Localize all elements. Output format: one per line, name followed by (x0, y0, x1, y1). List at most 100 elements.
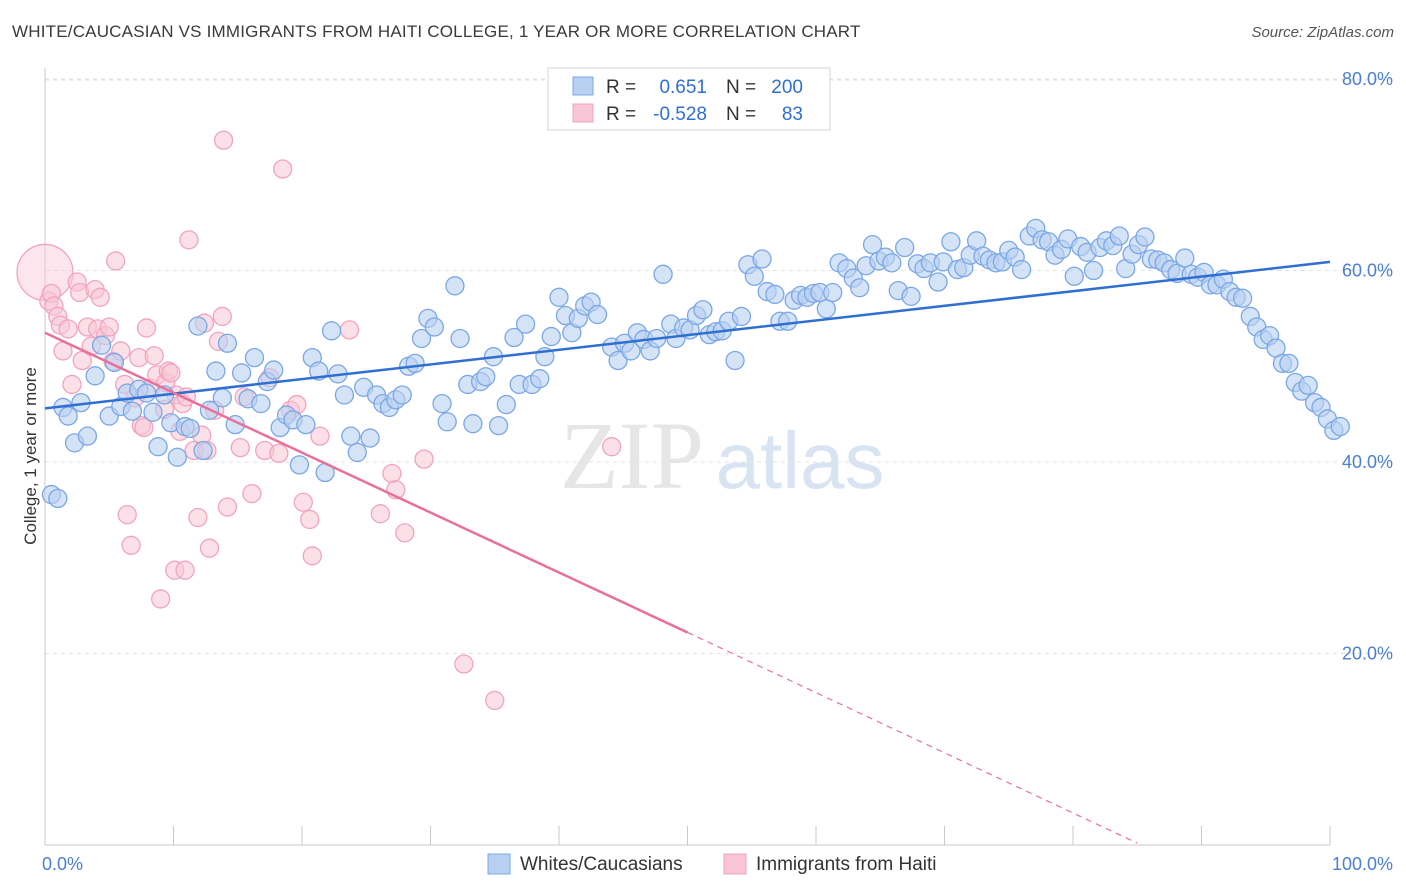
bottom-legend-swatch-whites (487, 853, 511, 875)
whites-point (1279, 353, 1299, 374)
haiti-point (161, 363, 181, 383)
whites-point (1298, 375, 1318, 396)
haiti-trend-line (44, 331, 689, 634)
haiti-point (310, 426, 330, 446)
whites-point (744, 266, 764, 286)
series-legend: Whites/Caucasians Immigrants from Haiti (487, 853, 937, 875)
haiti-point (414, 449, 434, 469)
whites-point (476, 367, 496, 387)
whites-point (48, 488, 68, 509)
series-whites-points (41, 218, 1350, 509)
haiti-point (242, 483, 262, 504)
whites-point (731, 306, 752, 327)
legend-n-value-2: 83 (782, 104, 803, 125)
y-axis-label: College, 1 year or more (21, 367, 40, 545)
legend-r-label-2: R = (606, 104, 636, 125)
whites-point (587, 304, 608, 325)
correlation-legend: R = 0.651 N = 200 R = -0.528 N = 83 (547, 67, 831, 131)
whites-point (296, 415, 316, 435)
whites-point (188, 316, 208, 336)
whites-point (549, 287, 569, 307)
haiti-point (136, 318, 157, 338)
whites-point (693, 300, 713, 320)
trend-lines (44, 260, 1331, 844)
whites-point (231, 363, 252, 383)
haiti-point (302, 546, 322, 566)
haiti-trend-extension (687, 631, 1138, 844)
bottom-legend-swatch-haiti (723, 853, 747, 875)
haiti-point (99, 317, 119, 337)
whites-point (1109, 226, 1129, 246)
haiti-point (273, 159, 293, 179)
whites-point (289, 455, 310, 475)
whites-point (1330, 416, 1350, 437)
bottom-legend-whites: Whites/Caucasians (520, 854, 683, 875)
haiti-point (269, 443, 289, 464)
whites-point (85, 366, 105, 386)
whites-point (541, 326, 561, 347)
whites-point (752, 249, 772, 269)
legend-swatch-whites (572, 76, 594, 96)
haiti-point (175, 560, 195, 580)
haiti-point (179, 230, 199, 250)
whites-point (653, 264, 673, 284)
whites-point (530, 369, 550, 389)
haiti-point (230, 437, 250, 458)
whites-point (850, 278, 870, 298)
haiti-point (293, 492, 313, 512)
whites-point (1175, 248, 1195, 268)
haiti-point (602, 437, 622, 457)
whites-point (148, 437, 168, 457)
whites-point (901, 286, 921, 307)
haiti-point (212, 306, 232, 327)
whites-point (167, 447, 188, 467)
whites-point (437, 412, 457, 432)
haiti-point (339, 320, 360, 340)
y-tick-label: 60.0% (1342, 261, 1393, 281)
whites-point (1232, 288, 1253, 308)
whites-point (424, 317, 445, 337)
whites-point (136, 383, 157, 403)
x-tick-label: 100.0% (1332, 854, 1393, 874)
whites-point (496, 394, 516, 415)
whites-point (765, 284, 785, 305)
whites-point (341, 426, 361, 446)
haiti-point (117, 505, 137, 525)
y-tick-label: 20.0% (1342, 644, 1393, 664)
whites-point (463, 414, 483, 434)
legend-r-value-1: 0.651 (659, 77, 707, 98)
whites-point (264, 360, 284, 380)
whites-point (928, 272, 948, 292)
whites-trend-line (44, 260, 1331, 410)
whites-point (77, 426, 98, 446)
whites-point (1135, 227, 1155, 247)
whites-point (193, 440, 213, 461)
y-tick-label: 80.0% (1342, 69, 1393, 89)
whites-point (244, 347, 265, 368)
y-tick-label: 40.0% (1342, 452, 1393, 472)
whites-point (1011, 259, 1032, 280)
whites-point (212, 388, 232, 408)
whites-point (450, 328, 470, 349)
whites-point (334, 385, 355, 405)
whites-point (405, 353, 425, 374)
haiti-point (62, 374, 82, 395)
axes (44, 68, 1331, 846)
whites-point (392, 385, 412, 405)
haiti-point (485, 690, 505, 711)
haiti-point (58, 319, 78, 339)
whites-point (1083, 260, 1104, 281)
whites-point (823, 282, 843, 303)
haiti-point (121, 535, 141, 555)
whites-point (1064, 266, 1084, 286)
whites-point (445, 276, 465, 296)
watermark-zip: ZIP (560, 402, 704, 509)
whites-point (206, 361, 226, 381)
watermark: ZIP atlas (560, 402, 884, 509)
x-tick-label: 0.0% (42, 854, 83, 874)
whites-point (515, 314, 536, 334)
whites-point (217, 333, 238, 353)
haiti-point (72, 350, 92, 371)
whites-point (725, 350, 745, 371)
